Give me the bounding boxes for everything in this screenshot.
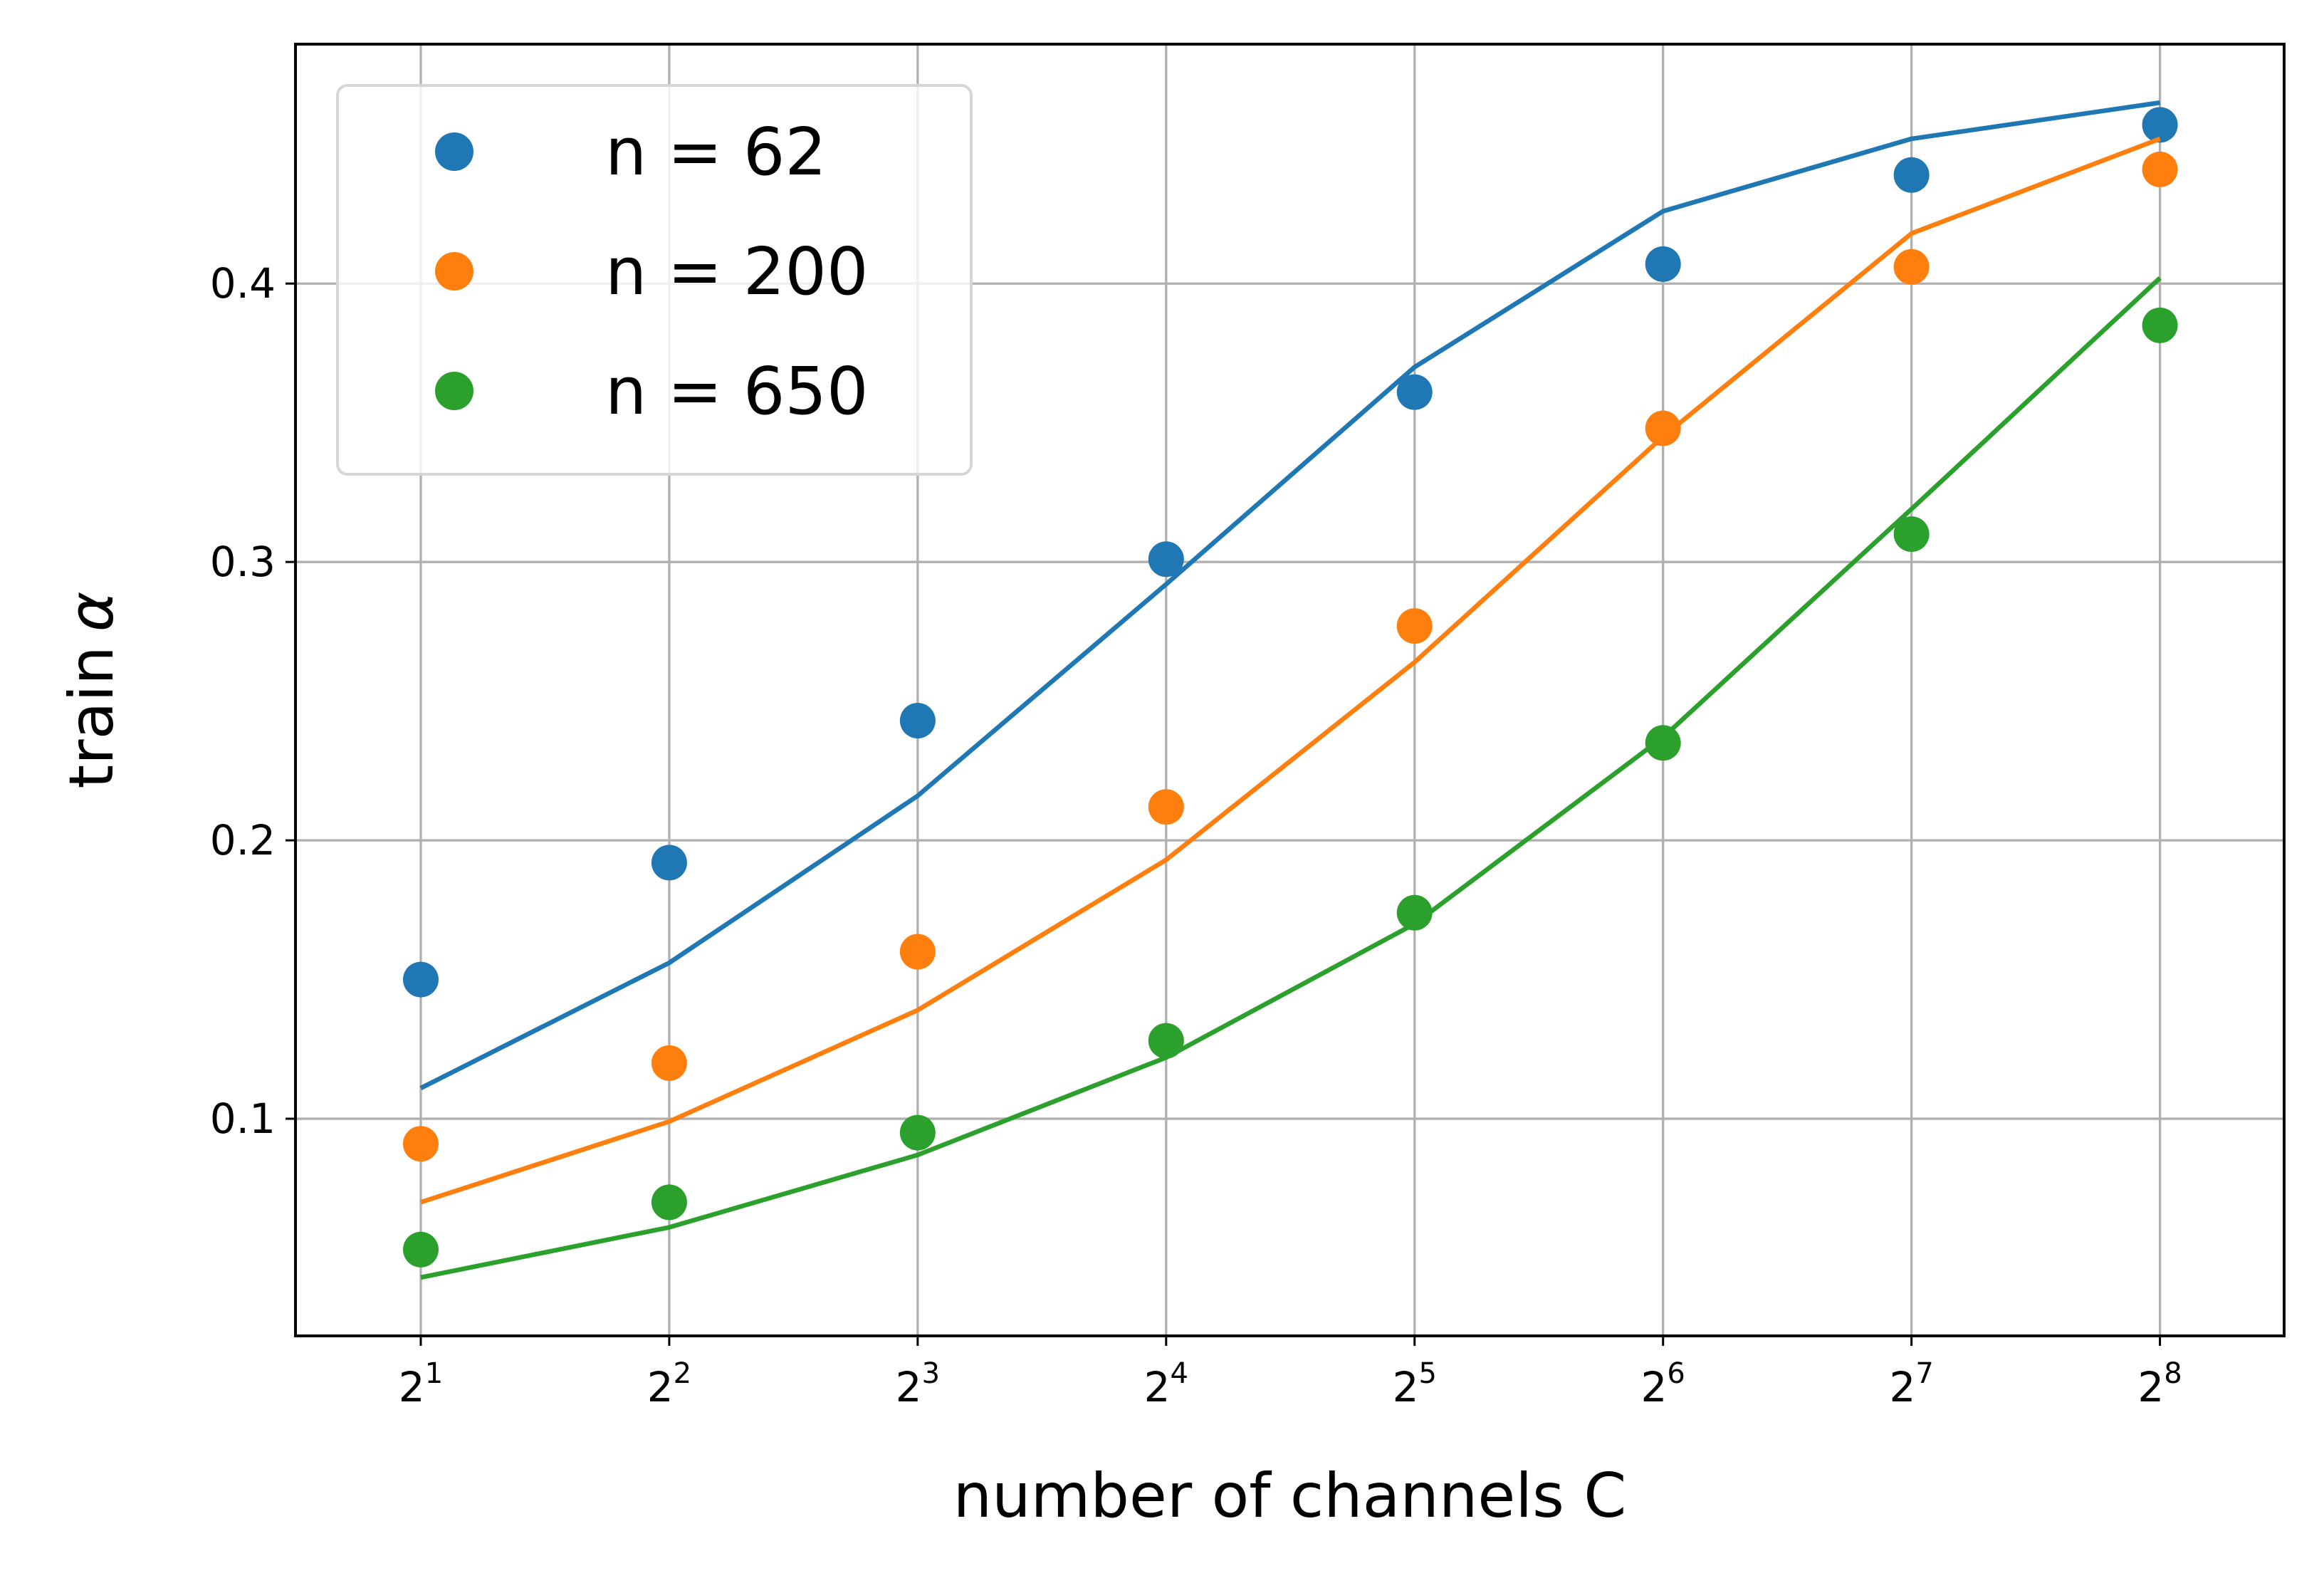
data-point: [402, 1231, 439, 1268]
data-point: [1396, 894, 1433, 931]
data-point: [1893, 516, 1930, 553]
x-tick-label: 23: [896, 1357, 940, 1411]
series-fit-line: [420, 276, 2162, 1280]
series-2: [402, 136, 2178, 1205]
y-axis-label-symbol: α: [56, 592, 127, 632]
y-axis-ticks: 0.1 0.2 0.3 0.4: [210, 259, 295, 1143]
series-1: [402, 100, 2178, 1090]
x-tick-label: 27: [1889, 1357, 1933, 1411]
legend-label: n = 650: [605, 353, 868, 429]
y-tick-label: 0.4: [210, 259, 276, 308]
plot-frame: [294, 43, 2286, 1337]
x-tick-label: 22: [647, 1357, 691, 1411]
y-tick-label: 0.3: [210, 538, 276, 586]
data-point: [1396, 608, 1433, 644]
data-point: [899, 703, 936, 739]
legend-label: n = 200: [605, 234, 868, 310]
x-axis-ticks: 21 22 23 24 25 26 27 28: [399, 1336, 2182, 1411]
data-point: [1893, 249, 1930, 285]
legend-marker: [435, 132, 473, 171]
y-axis-label: train α: [56, 592, 127, 789]
legend: n = 62 n = 200 n = 650: [336, 84, 973, 476]
data-point: [2142, 107, 2178, 143]
series-fit-line: [419, 136, 2161, 1205]
x-tick-label: 21: [399, 1357, 443, 1411]
data-point: [651, 845, 687, 881]
x-axis-label: number of channels C: [953, 1461, 1627, 1532]
x-tick-label: 24: [1144, 1357, 1188, 1411]
data-point: [899, 1114, 936, 1151]
data-point: [2142, 151, 2178, 187]
data-point: [1148, 541, 1184, 578]
legend-item: n = 650: [435, 353, 868, 429]
x-tick-label: 28: [2137, 1357, 2182, 1411]
data-point: [1645, 410, 1681, 446]
y-tick-label: 0.2: [210, 816, 276, 864]
x-tick-label: 26: [1641, 1357, 1685, 1411]
x-tick-label: 25: [1393, 1357, 1437, 1411]
legend-item: n = 200: [435, 234, 868, 310]
data-point: [1148, 789, 1184, 825]
legend-marker: [435, 372, 473, 410]
data-point: [1396, 374, 1433, 410]
data-point: [402, 1126, 439, 1162]
data-point: [1645, 725, 1681, 761]
data-point: [651, 1184, 687, 1221]
data-point: [651, 1045, 687, 1081]
data-point: [402, 961, 439, 998]
legend-frame: [336, 84, 973, 476]
legend-item: n = 62: [435, 114, 827, 190]
y-axis-label-text: train: [56, 646, 127, 788]
legend-label: n = 62: [605, 114, 827, 190]
series-layer: [402, 100, 2178, 1280]
data-point: [1148, 1023, 1184, 1059]
data-point: [1893, 157, 1930, 193]
data-point: [899, 934, 936, 970]
legend-marker: [435, 252, 473, 291]
series-3: [402, 276, 2178, 1280]
y-tick-label: 0.1: [210, 1094, 276, 1143]
data-point: [2142, 307, 2178, 343]
series-fit-line: [419, 100, 2161, 1090]
data-point: [1645, 246, 1681, 282]
